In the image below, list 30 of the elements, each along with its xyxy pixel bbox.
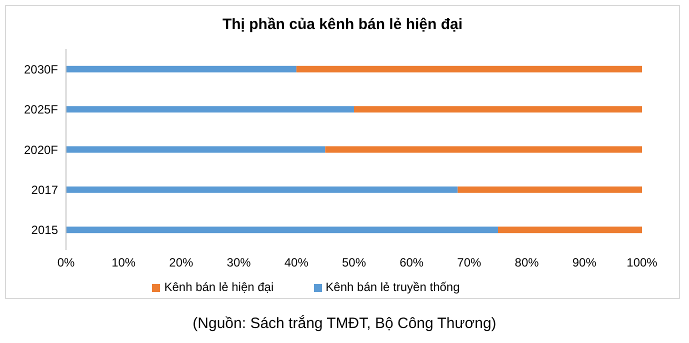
bar (66, 226, 498, 234)
x-tick-label: 50% (342, 256, 366, 270)
legend-label: Kênh bán lẻ hiện đại (164, 280, 274, 294)
bar (66, 146, 326, 153)
x-tick-label: 10% (112, 256, 136, 270)
bar (325, 146, 642, 153)
x-tick-label: 60% (400, 256, 424, 270)
x-tick-label: 100% (626, 256, 658, 270)
legend-label: Kênh bán lẻ truyền thống (326, 280, 460, 294)
bar (498, 226, 642, 234)
bar (458, 186, 642, 193)
chart-title: Thị phần của kênh bán lẻ hiện đại (221, 16, 464, 33)
x-tick-label: 0% (57, 256, 75, 270)
y-tick-label: 2017 (31, 182, 58, 197)
bar (66, 186, 458, 193)
bar (354, 106, 642, 113)
x-tick-label: 70% (457, 256, 482, 270)
text: (Nguồn: Sách trắng TMĐT, Bộ Công Thương) (192, 315, 498, 332)
x-tick-label: 20% (169, 256, 194, 270)
x-tick-label: 40% (284, 256, 309, 270)
x-tick-label: 90% (572, 256, 597, 270)
y-tick-label: 2015 (31, 223, 58, 238)
x-tick-label: 80% (514, 256, 540, 270)
y-tick-label: 2020F (24, 142, 58, 157)
x-tick-label: 30% (226, 256, 252, 270)
bar (296, 66, 642, 72)
y-tick-label: 2030F (24, 62, 58, 76)
bar (66, 66, 296, 72)
y-tick-label: 2025F (24, 102, 58, 117)
bar (66, 106, 354, 113)
